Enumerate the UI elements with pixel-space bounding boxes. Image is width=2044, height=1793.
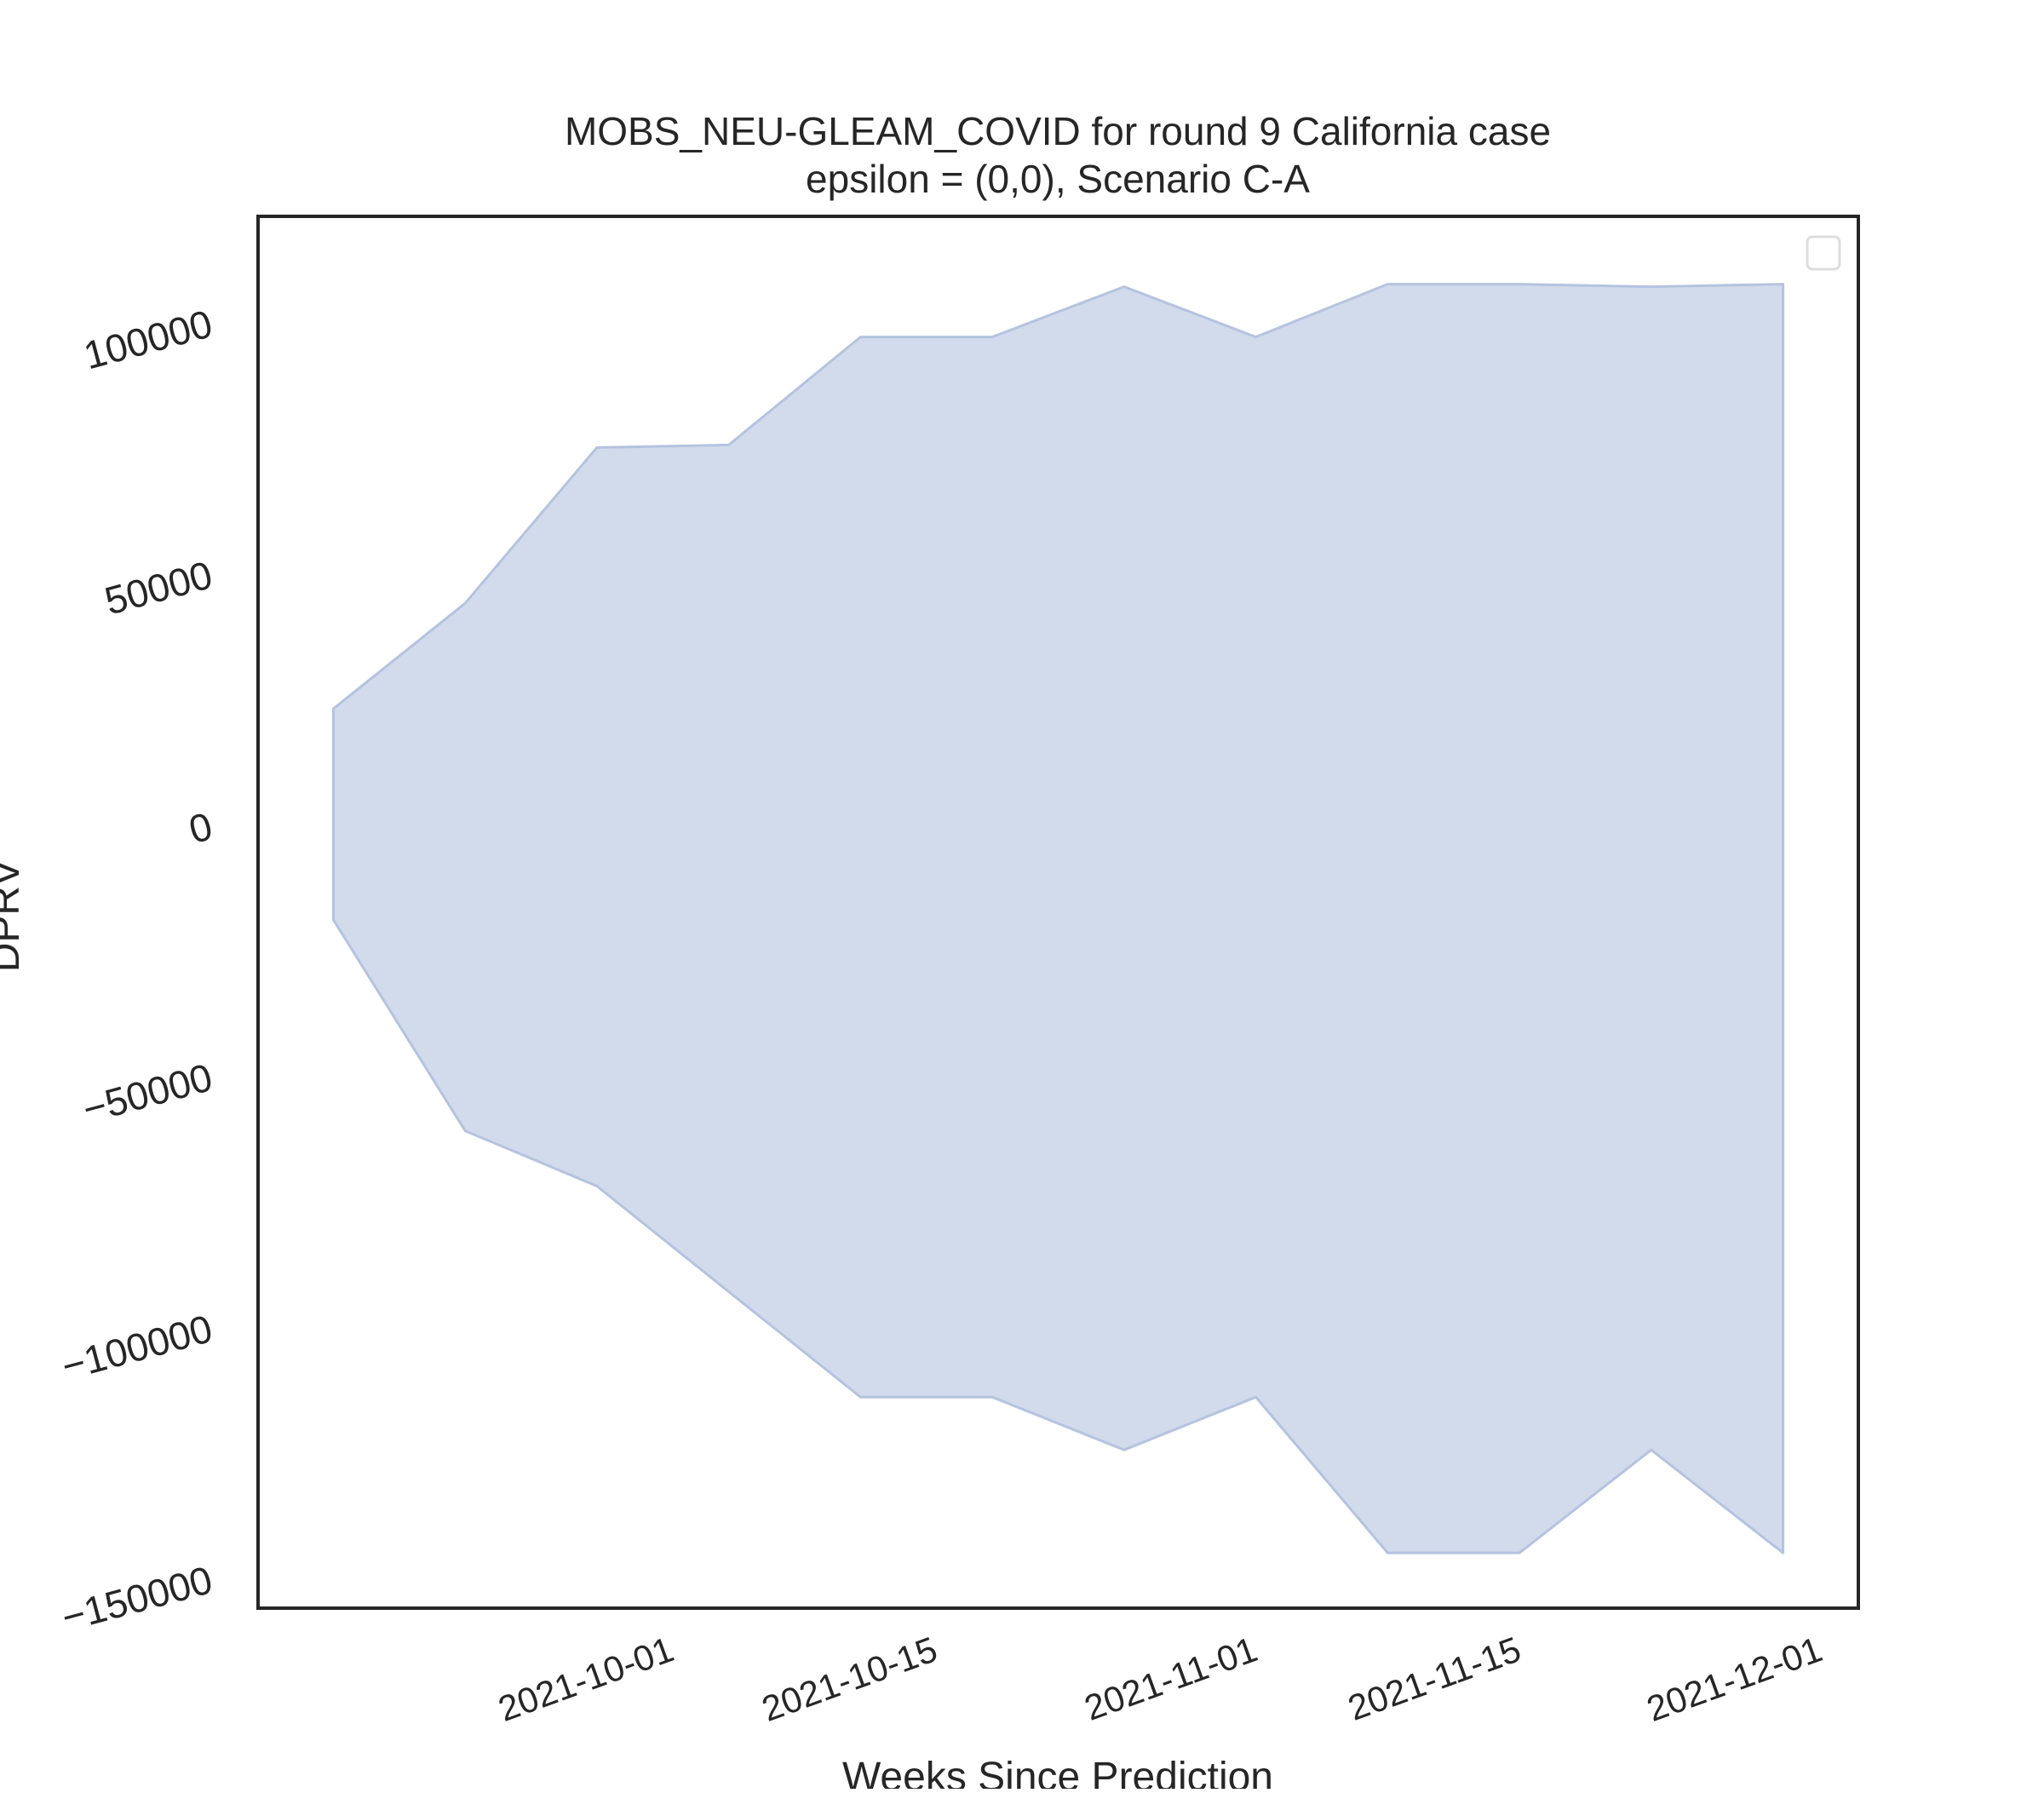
y-tick-label: −150000 (57, 1557, 217, 1640)
x-tick-label: 2021-10-01 (493, 1629, 679, 1729)
x-tick-label: 2021-10-15 (756, 1629, 942, 1729)
chart-title: MOBS_NEU-GLEAM_COVID for round 9 Califor… (565, 109, 1551, 153)
confidence-band-0 (331, 283, 1785, 1555)
chart-subtitle: epsilon = (0,0), Scenario C-A (806, 157, 1310, 201)
y-tick-label: 0 (184, 803, 216, 852)
y-tick-label: −50000 (78, 1055, 217, 1131)
x-tick-label: 2021-11-15 (1343, 1629, 1526, 1728)
plot-frame (256, 215, 1860, 1610)
plot-area (331, 283, 1785, 1555)
x-tick-label: 2021-11-01 (1079, 1629, 1262, 1728)
x-axis-label: Weeks Since Prediction (842, 1755, 1273, 1789)
y-tick-label: 100000 (79, 301, 217, 377)
legend-box (1806, 235, 1841, 271)
y-axis-label: DPRV (0, 859, 28, 973)
y-tick-label: −100000 (57, 1306, 217, 1388)
x-tick-label: 2021-12-01 (1641, 1629, 1827, 1729)
y-axis-ticks: 100000 50000 0 −50000 −100000 −150000 (57, 301, 217, 1640)
x-axis-ticks: 2021-10-01 2021-10-15 2021-11-01 2021-11-15… (493, 1629, 1827, 1729)
y-tick-label: 50000 (100, 552, 217, 623)
